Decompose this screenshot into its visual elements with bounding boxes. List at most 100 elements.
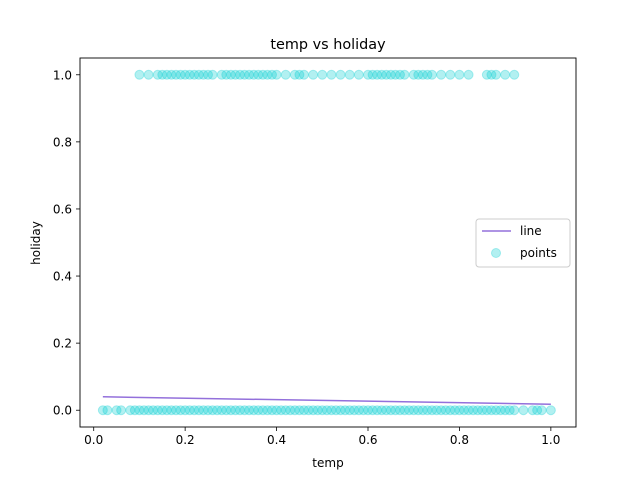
scatter-point xyxy=(207,405,218,416)
scatter-point xyxy=(344,69,355,80)
scatter-point xyxy=(244,69,255,80)
x-axis-label: temp xyxy=(312,456,343,470)
scatter-point xyxy=(353,405,364,416)
scatter-point xyxy=(262,405,273,416)
scatter-point xyxy=(239,405,250,416)
scatter-point xyxy=(148,405,159,416)
scatter-point xyxy=(225,69,236,80)
scatter-point xyxy=(463,405,474,416)
y-axis: 0.0 0.2 0.4 0.6 0.8 1.0 xyxy=(53,68,80,418)
scatter-point xyxy=(463,69,474,80)
scatter-point xyxy=(184,69,195,80)
scatter-point xyxy=(395,69,405,80)
scatter-point xyxy=(175,69,186,80)
scatter-point xyxy=(129,405,140,416)
scatter-point xyxy=(248,69,259,80)
scatter-point xyxy=(404,405,415,416)
scatter-point xyxy=(486,69,497,80)
scatter-point xyxy=(431,405,442,416)
scatter-point xyxy=(303,405,314,416)
y-tick-label: 0.2 xyxy=(53,337,72,351)
scatter-point xyxy=(294,69,305,80)
scatter-point xyxy=(491,405,501,416)
scatter-point xyxy=(491,69,501,80)
y-tick-label: 0.4 xyxy=(53,270,72,284)
scatter-point xyxy=(152,405,163,416)
scatter-point xyxy=(436,69,447,80)
scatter-point xyxy=(166,405,177,416)
scatter-point xyxy=(468,405,479,416)
scatter-point xyxy=(422,405,433,416)
scatter-point xyxy=(203,69,213,80)
scatter-point xyxy=(198,405,209,416)
scatter-point xyxy=(299,405,309,416)
scatter-point xyxy=(344,405,355,416)
scatter-point xyxy=(235,69,245,80)
scatter-point xyxy=(427,69,437,80)
scatter-point xyxy=(267,69,277,80)
x-tick-label: 0.6 xyxy=(358,433,377,447)
chart-title: temp vs holiday xyxy=(270,37,386,53)
scatter-point xyxy=(212,405,223,416)
scatter-point xyxy=(143,69,154,80)
scatter-point xyxy=(262,69,273,80)
scatter-point xyxy=(454,405,465,416)
scatter-point xyxy=(367,69,378,80)
scatter-point xyxy=(317,405,328,416)
x-tick-label: 0.2 xyxy=(176,433,195,447)
scatter-point xyxy=(171,405,181,416)
scatter-point xyxy=(166,69,177,80)
scatter-point xyxy=(399,69,410,80)
scatter-point xyxy=(267,405,277,416)
scatter-point xyxy=(180,405,191,416)
scatter-point xyxy=(363,405,373,416)
x-tick-label: 0.0 xyxy=(84,433,103,447)
scatter-point xyxy=(271,69,282,80)
scatter-point xyxy=(299,69,309,80)
scatter-point xyxy=(143,405,154,416)
scatter-point xyxy=(436,405,447,416)
scatter-point xyxy=(111,405,122,416)
scatter-point xyxy=(372,405,383,416)
y-tick-label: 0.0 xyxy=(53,404,72,418)
scatter-point xyxy=(340,405,351,416)
scatter-point xyxy=(459,405,469,416)
scatter-point xyxy=(203,405,213,416)
scatter-point xyxy=(477,405,488,416)
scatter-point xyxy=(253,405,264,416)
scatter-point xyxy=(527,405,538,416)
scatter-point xyxy=(221,69,232,80)
scatter-point xyxy=(413,405,424,416)
scatter-point xyxy=(445,405,456,416)
scatter-point xyxy=(189,405,200,416)
scatter-point xyxy=(289,69,300,80)
scatter-point xyxy=(225,405,236,416)
scatter-point xyxy=(157,405,168,416)
y-tick-label: 0.6 xyxy=(53,202,72,216)
scatter-point xyxy=(180,69,191,80)
scatter-point xyxy=(271,405,282,416)
legend-points-label: points xyxy=(520,246,557,260)
scatter-point xyxy=(449,405,460,416)
scatter-point xyxy=(326,69,337,80)
scatter-point xyxy=(308,405,319,416)
scatter-point xyxy=(280,405,291,416)
scatter-point xyxy=(285,405,296,416)
scatter-point xyxy=(500,405,511,416)
scatter-point xyxy=(440,405,451,416)
line-layer xyxy=(102,396,551,405)
scatter-point xyxy=(280,69,291,80)
scatter-point xyxy=(417,69,428,80)
scatter-point xyxy=(445,69,456,80)
scatter-point xyxy=(139,405,149,416)
scatter-point xyxy=(481,405,492,416)
scatter-point xyxy=(509,405,520,416)
scatter-point xyxy=(372,69,383,80)
y-axis-label: holiday xyxy=(29,221,43,265)
scatter-point xyxy=(189,69,200,80)
scatter-point xyxy=(454,69,465,80)
scatter-point xyxy=(321,405,332,416)
scatter-point xyxy=(335,69,346,80)
scatter-point xyxy=(376,405,387,416)
scatter-point xyxy=(390,69,401,80)
